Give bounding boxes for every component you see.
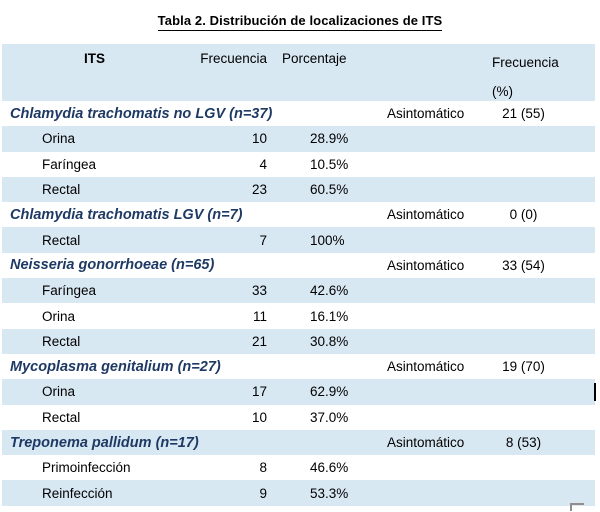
table-row: Rectal 10 37.0%	[2, 404, 595, 430]
table-caption: Tabla 2. Distribución de localizaciones …	[0, 12, 600, 31]
asintomatico-value: 19 (70)	[502, 359, 545, 375]
species-row: Treponema pallidum (n=17) Asintomático 8…	[2, 429, 595, 456]
table-row: Reinfección 9 53.3%	[2, 480, 595, 506]
porcentaje-value: 62.9%	[310, 384, 349, 400]
its-distribution-table: ITS Frecuencia Porcentaje Frecuencia (%)…	[2, 44, 595, 506]
asintomatico-label: Asintomático	[387, 106, 465, 122]
frecuencia-value: 33	[251, 283, 267, 299]
frecuencia-value: 4	[259, 156, 267, 172]
frecuencia-value: 8	[259, 460, 267, 476]
porcentaje-value: 30.8%	[310, 333, 349, 349]
table-row: Orina 17 62.9%	[2, 379, 595, 405]
frecuencia-value: 10	[251, 131, 267, 147]
table-header-row: ITS Frecuencia Porcentaje Frecuencia (%)	[2, 44, 595, 101]
table-row: Faríngea 33 42.6%	[2, 278, 595, 304]
porcentaje-value: 53.3%	[310, 485, 349, 501]
species-name: Chlamydia trachomatis LGV (n=7)	[10, 206, 243, 223]
species-row: Chlamydia trachomatis LGV (n=7) Asintomá…	[2, 202, 595, 228]
column-header-frecuencia-pct-line2: (%)	[492, 84, 513, 99]
location-label: Rectal	[42, 409, 81, 425]
asintomatico-label: Asintomático	[387, 359, 465, 375]
location-label: Orina	[42, 131, 76, 147]
asintomatico-value: 8 (53)	[505, 435, 542, 450]
table-row: Orina 10 28.9%	[2, 126, 595, 152]
porcentaje-value: 28.9%	[310, 131, 349, 147]
table-row: Orina 11 16.1%	[2, 303, 595, 329]
location-label: Faríngea	[42, 156, 97, 172]
frecuencia-value: 17	[251, 384, 267, 400]
column-header-porcentaje: Porcentaje	[282, 51, 347, 66]
location-label: Primoinfección	[42, 460, 131, 476]
column-header-its: ITS	[83, 51, 105, 66]
column-header-frecuencia: Frecuencia	[200, 51, 267, 66]
column-header-spacer	[382, 44, 467, 51]
location-label: Reinfección	[42, 485, 113, 501]
column-header-frecuencia-pct: Frecuencia (%)	[467, 44, 580, 106]
column-header-frecuencia-pct-line1: Frecuencia	[492, 55, 559, 70]
frecuencia-value: 7	[259, 232, 267, 248]
table-resize-handle-icon[interactable]	[570, 503, 584, 511]
species-name: Mycoplasma genitalium (n=27)	[10, 358, 221, 375]
table-title: Tabla 2. Distribución de localizaciones …	[157, 13, 443, 31]
frecuencia-value: 23	[251, 182, 267, 198]
table-row: Rectal 7 100%	[2, 227, 595, 253]
species-name: Neisseria gonorrhoeae (n=65)	[10, 257, 215, 274]
porcentaje-value: 42.6%	[310, 283, 349, 299]
frecuencia-value: 10	[251, 409, 267, 425]
location-label: Rectal	[42, 232, 81, 248]
location-label: Orina	[42, 308, 76, 324]
table-row: Faríngea 4 10.5%	[2, 151, 595, 177]
porcentaje-value: 10.5%	[310, 156, 349, 172]
asintomatico-label: Asintomático	[387, 257, 465, 273]
species-name: Chlamydia trachomatis no LGV (n=37)	[10, 105, 273, 122]
table-row: Rectal 21 30.8%	[2, 328, 595, 354]
text-cursor	[594, 383, 596, 401]
porcentaje-value: 46.6%	[310, 460, 349, 476]
frecuencia-value: 21	[251, 333, 267, 349]
frecuencia-value: 9	[259, 485, 267, 501]
species-row: Neisseria gonorrhoeae (n=65) Asintomátic…	[2, 252, 595, 279]
species-row: Chlamydia trachomatis no LGV (n=37) Asin…	[2, 101, 595, 127]
location-label: Orina	[42, 384, 76, 400]
porcentaje-value: 37.0%	[310, 409, 349, 425]
porcentaje-value: 100%	[310, 232, 345, 248]
porcentaje-value: 16.1%	[310, 308, 349, 324]
species-name: Treponema pallidum (n=17)	[10, 434, 199, 451]
species-row: Mycoplasma genitalium (n=27) Asintomátic…	[2, 353, 595, 380]
location-label: Faríngea	[42, 283, 97, 299]
asintomatico-value: 0 (0)	[509, 207, 538, 223]
asintomatico-value: 21 (55)	[502, 106, 545, 122]
table-row: Rectal 23 60.5%	[2, 176, 595, 203]
frecuencia-value: 11	[252, 308, 267, 324]
table-row: Primoinfección 8 46.6%	[2, 455, 595, 481]
porcentaje-value: 60.5%	[310, 182, 349, 198]
location-label: Rectal	[42, 333, 81, 349]
asintomatico-label: Asintomático	[387, 207, 465, 223]
location-label: Rectal	[42, 182, 81, 198]
asintomatico-label: Asintomático	[387, 435, 465, 450]
asintomatico-value: 33 (54)	[502, 257, 545, 273]
